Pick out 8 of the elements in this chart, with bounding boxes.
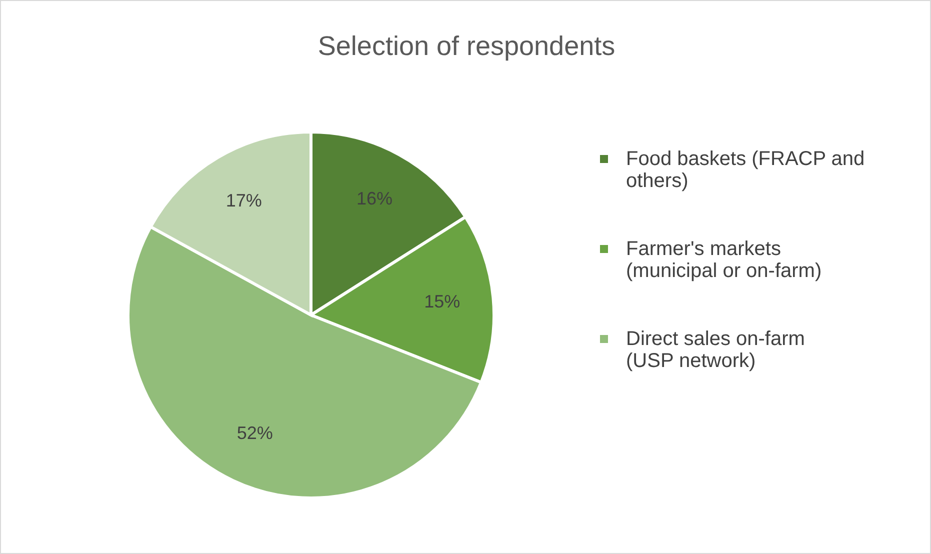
legend-label: Farmer's markets (municipal or on-farm) [626, 238, 822, 282]
data-label: 16% [356, 188, 392, 209]
data-label: 15% [424, 292, 460, 312]
legend-label: Food baskets (FRACP and others) [626, 148, 865, 192]
legend-label: Direct sales on-farm (USP network) [626, 328, 805, 372]
data-label: 52% [236, 423, 273, 444]
data-label: 17% [226, 190, 262, 211]
chart-title: Selection of respondents [318, 31, 616, 61]
